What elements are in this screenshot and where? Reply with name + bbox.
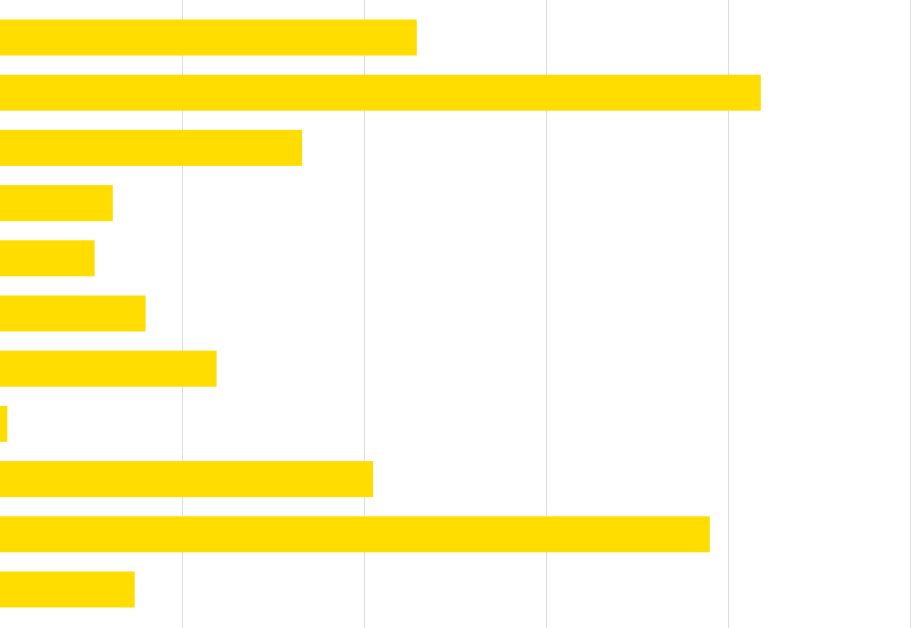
- bar: [0, 129, 303, 166]
- bars: [0, 19, 761, 608]
- bar: [0, 74, 761, 111]
- bar: [0, 350, 217, 387]
- bar: [0, 185, 113, 222]
- bar: [0, 405, 8, 442]
- bar: [0, 240, 95, 277]
- bar: [0, 516, 710, 553]
- bar: [0, 461, 374, 498]
- bar: [0, 19, 417, 56]
- bar: [0, 571, 135, 608]
- bar: [0, 295, 146, 332]
